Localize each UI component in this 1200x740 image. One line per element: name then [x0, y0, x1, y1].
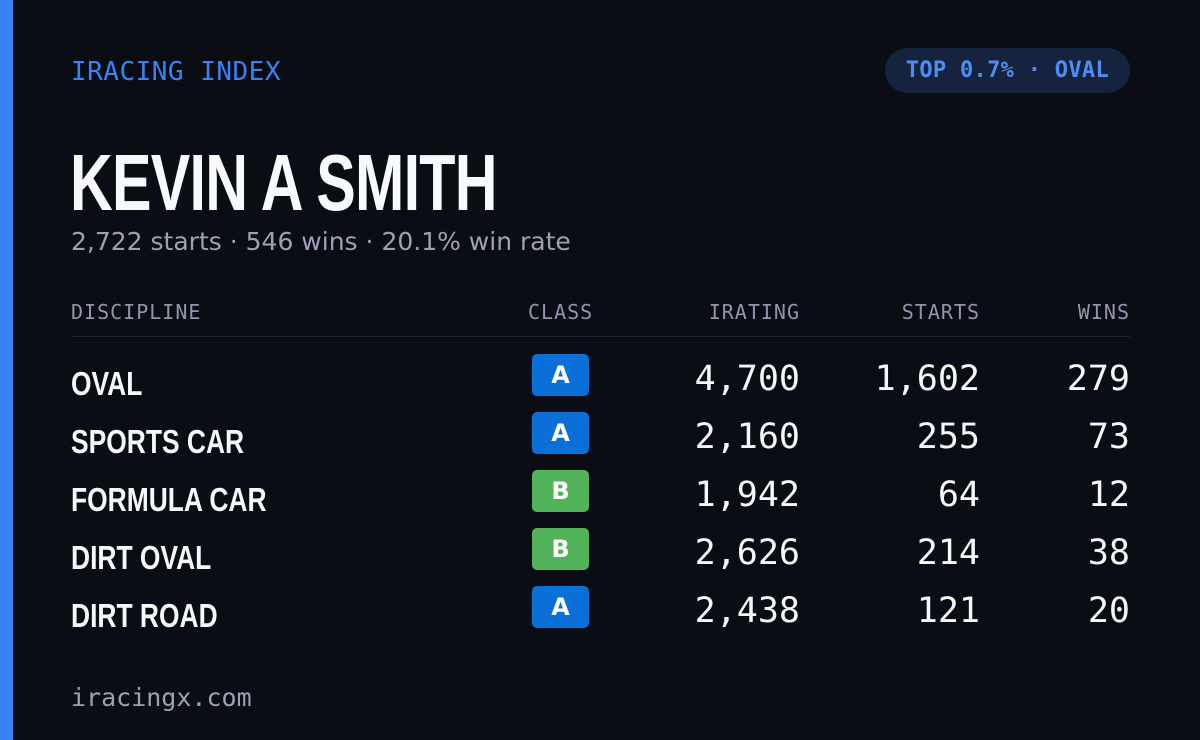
starts-value: 255 [916, 417, 980, 457]
discipline-table: OVAL A 4,700 1,602 279 SPORTS CAR A 2,16… [71, 348, 1130, 638]
discipline-name: FORMULA CAR [71, 481, 267, 518]
irating-value: 1,942 [694, 475, 800, 515]
class-badge: B [532, 470, 589, 512]
accent-bar [0, 0, 13, 740]
footer-url: iracingx.com [71, 683, 252, 712]
table-row: FORMULA CAR B 1,942 64 12 [71, 464, 1130, 522]
rank-badge: TOP 0.7% · OVAL [884, 48, 1130, 93]
class-badge: A [532, 586, 589, 628]
starts-value: 214 [916, 533, 980, 573]
class-badge: B [532, 528, 589, 570]
summary-separator: · [229, 227, 238, 256]
starts-value: 1,602 [874, 359, 980, 399]
irating-value: 2,160 [694, 417, 800, 457]
wins-value: 20 [1087, 591, 1130, 631]
discipline-name: SPORTS CAR [71, 423, 245, 460]
table-row: DIRT ROAD A 2,438 121 20 [71, 580, 1130, 638]
header-irating: IRATING [708, 300, 800, 324]
table-row: SPORTS CAR A 2,160 255 73 [71, 406, 1130, 464]
wins-value: 38 [1087, 533, 1130, 573]
discipline-name: DIRT OVAL [71, 539, 212, 576]
header-starts: STARTS [901, 300, 980, 324]
wins-value: 279 [1066, 359, 1130, 399]
header-discipline: DISCIPLINE [71, 300, 202, 324]
driver-name: KEVIN A SMITH [70, 138, 497, 227]
irating-value: 4,700 [694, 359, 800, 399]
summary-separator: · [365, 227, 374, 256]
header-wins: WINS [1077, 300, 1130, 324]
class-badge: A [532, 412, 589, 454]
summary-wins: 546 wins [245, 227, 358, 256]
summary-win-rate: 20.1% win rate [381, 227, 571, 256]
wins-value: 12 [1087, 475, 1130, 515]
driver-summary: 2,722 starts · 546 wins · 20.1% win rate [71, 227, 571, 256]
starts-value: 121 [916, 591, 980, 631]
discipline-name: OVAL [71, 365, 143, 402]
brand-label: IRACING INDEX [71, 57, 281, 87]
wins-value: 73 [1087, 417, 1130, 457]
table-header: DISCIPLINE CLASS IRATING STARTS WINS [71, 300, 1130, 337]
table-row: OVAL A 4,700 1,602 279 [71, 348, 1130, 406]
irating-value: 2,438 [694, 591, 800, 631]
starts-value: 64 [937, 475, 980, 515]
summary-starts: 2,722 starts [71, 227, 222, 256]
table-row: DIRT OVAL B 2,626 214 38 [71, 522, 1130, 580]
class-badge: A [532, 354, 589, 396]
header-class: CLASS [528, 300, 594, 324]
irating-value: 2,626 [694, 533, 800, 573]
discipline-name: DIRT ROAD [71, 597, 218, 634]
